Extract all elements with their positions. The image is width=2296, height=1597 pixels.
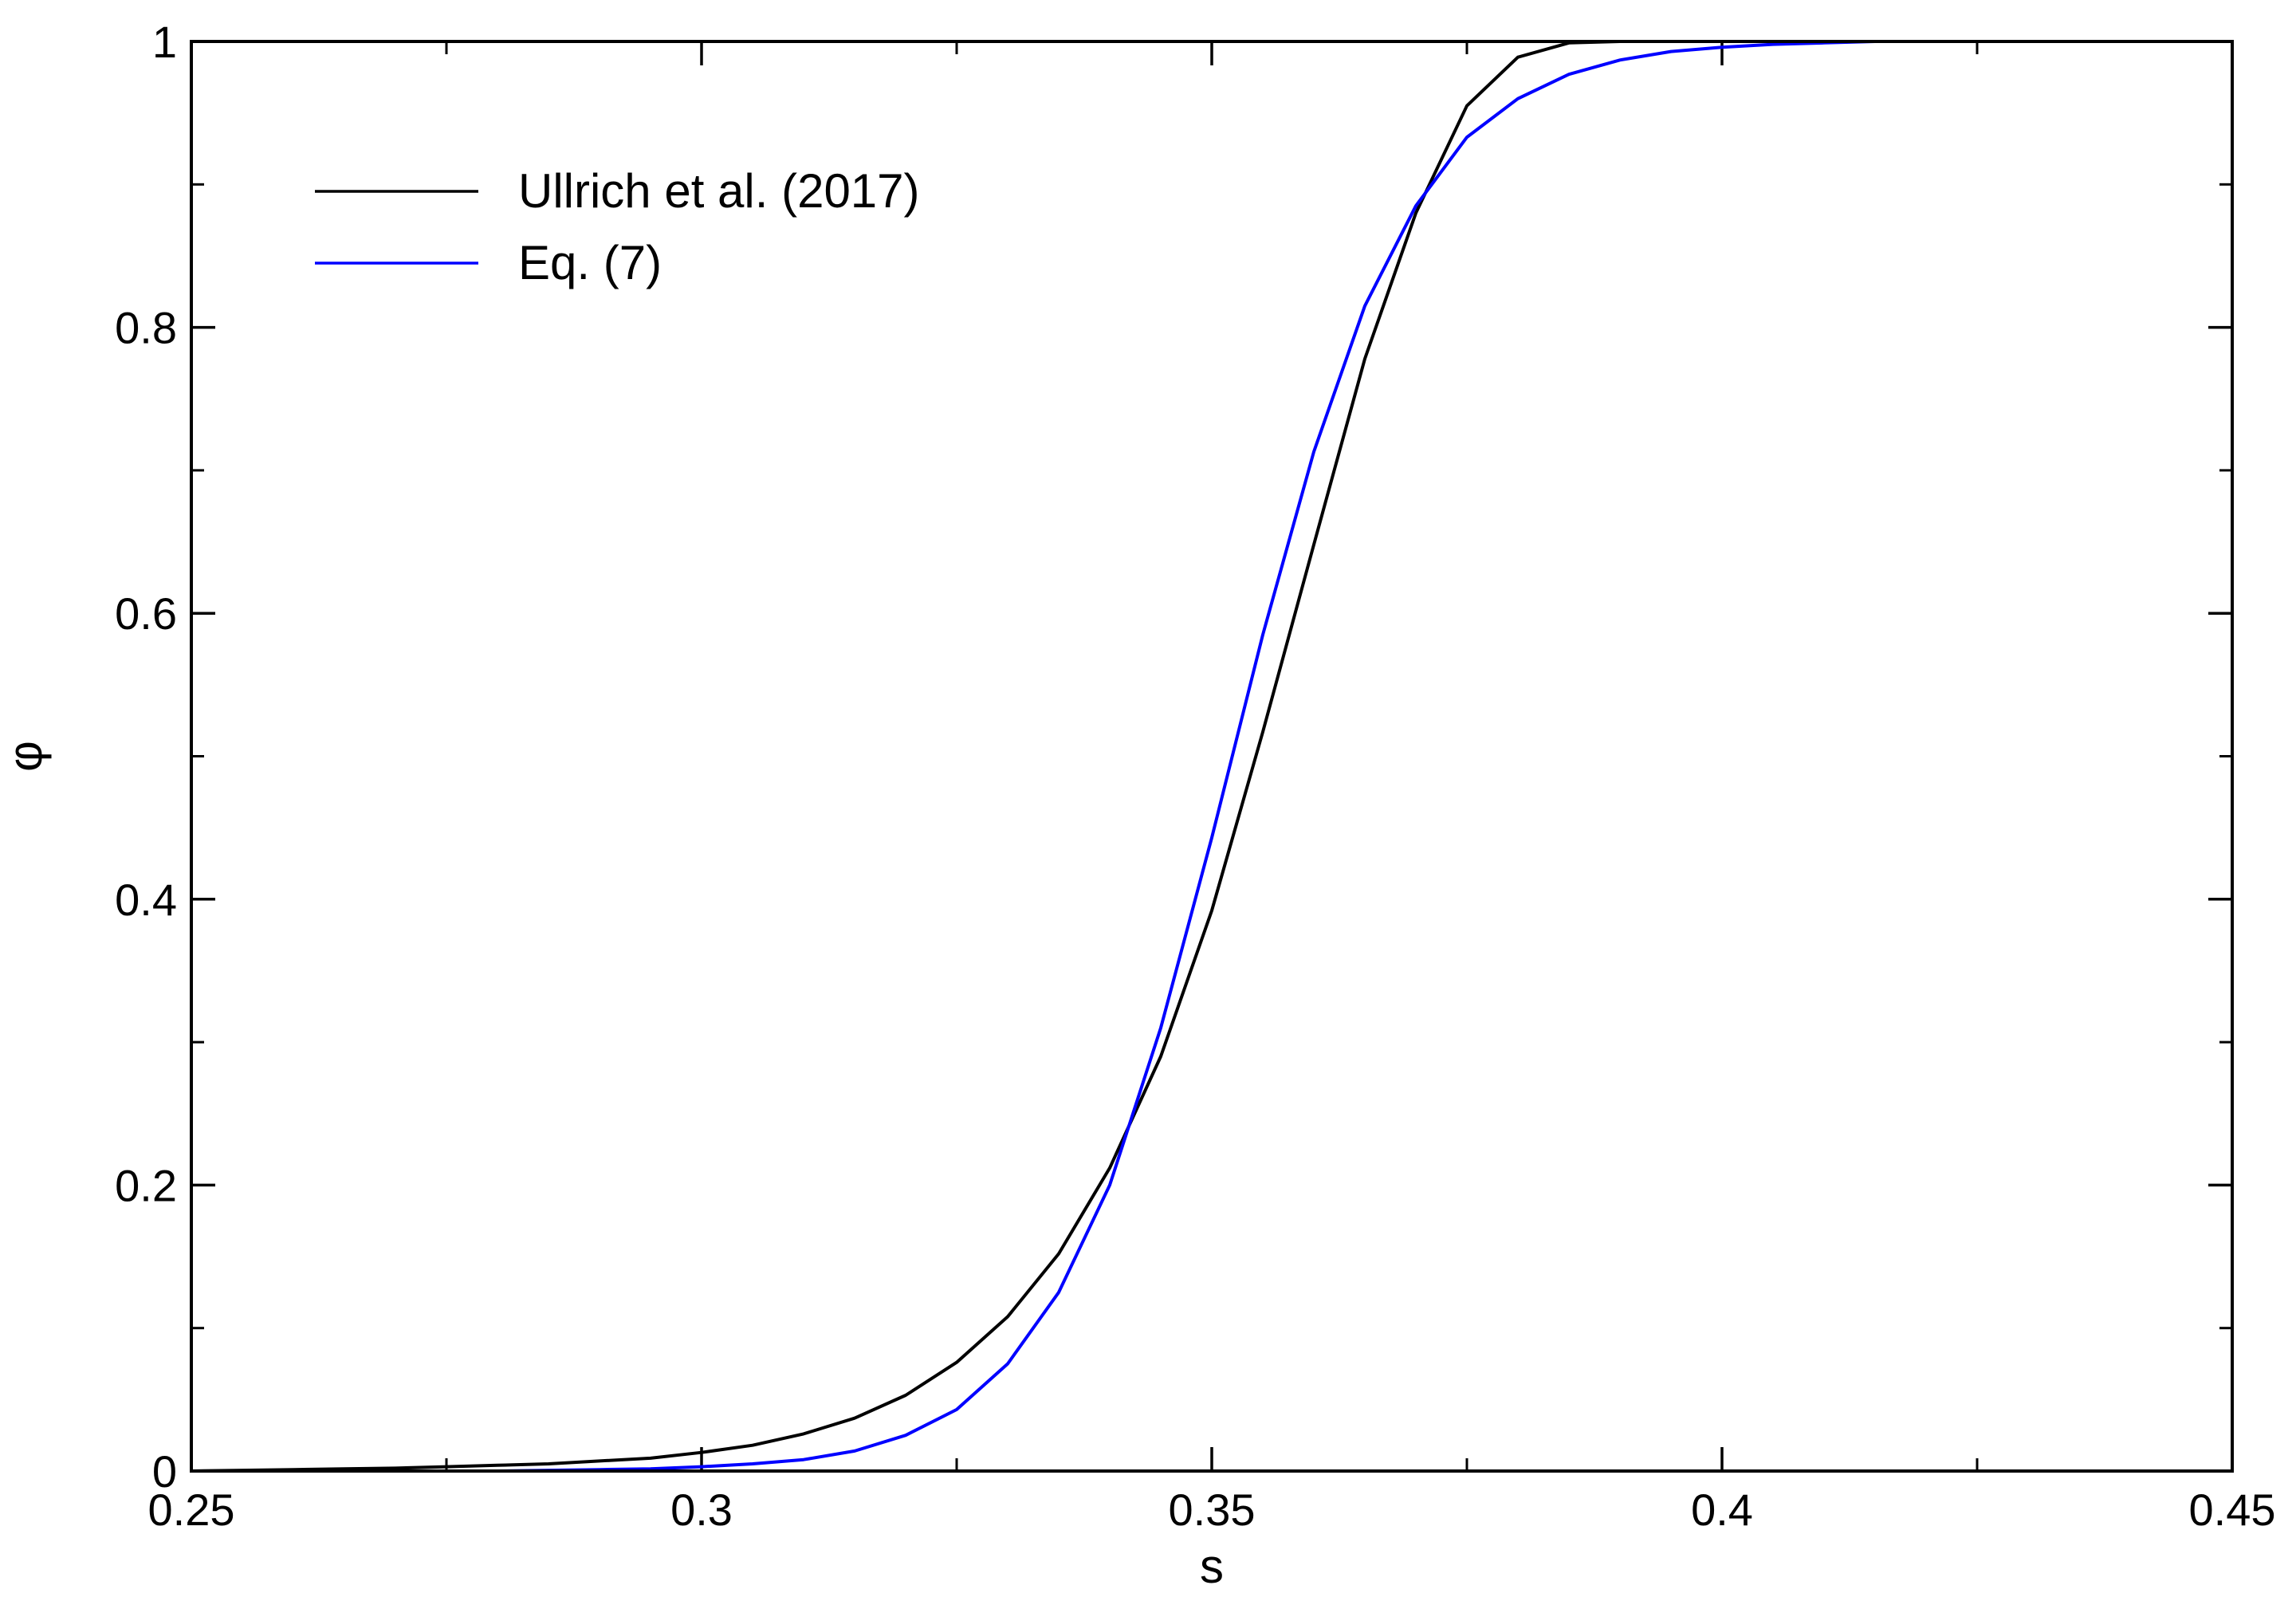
x-tick-label: 0.4: [1691, 1485, 1753, 1535]
x-tick-label: 0.3: [670, 1485, 733, 1535]
y-tick-label: 0.4: [115, 875, 177, 925]
x-tick-label: 0.25: [148, 1485, 235, 1535]
legend-label-ullrich: Ullrich et al. (2017): [518, 164, 920, 218]
x-tick-label: 0.45: [2189, 1485, 2276, 1535]
y-axis-label: φ: [0, 741, 52, 772]
y-tick-label: 0.8: [115, 303, 177, 353]
y-tick-label: 0.6: [115, 588, 177, 639]
x-tick-label: 0.35: [1169, 1485, 1256, 1535]
legend: Ullrich et al. (2017) Eq. (7): [315, 164, 920, 289]
tick-labels: 0.25 0.3 0.35 0.4 0.45 0 0.2 0.4 0.6 0.8 1: [115, 17, 2275, 1535]
legend-label-eq7: Eq. (7): [518, 236, 662, 289]
y-tick-label: 0.2: [115, 1160, 177, 1210]
plot-area-frame: [190, 40, 2234, 1473]
y-tick-label: 1: [152, 17, 177, 67]
x-axis-label: s: [1200, 1540, 1224, 1593]
y-tick-label: 0: [152, 1446, 177, 1497]
